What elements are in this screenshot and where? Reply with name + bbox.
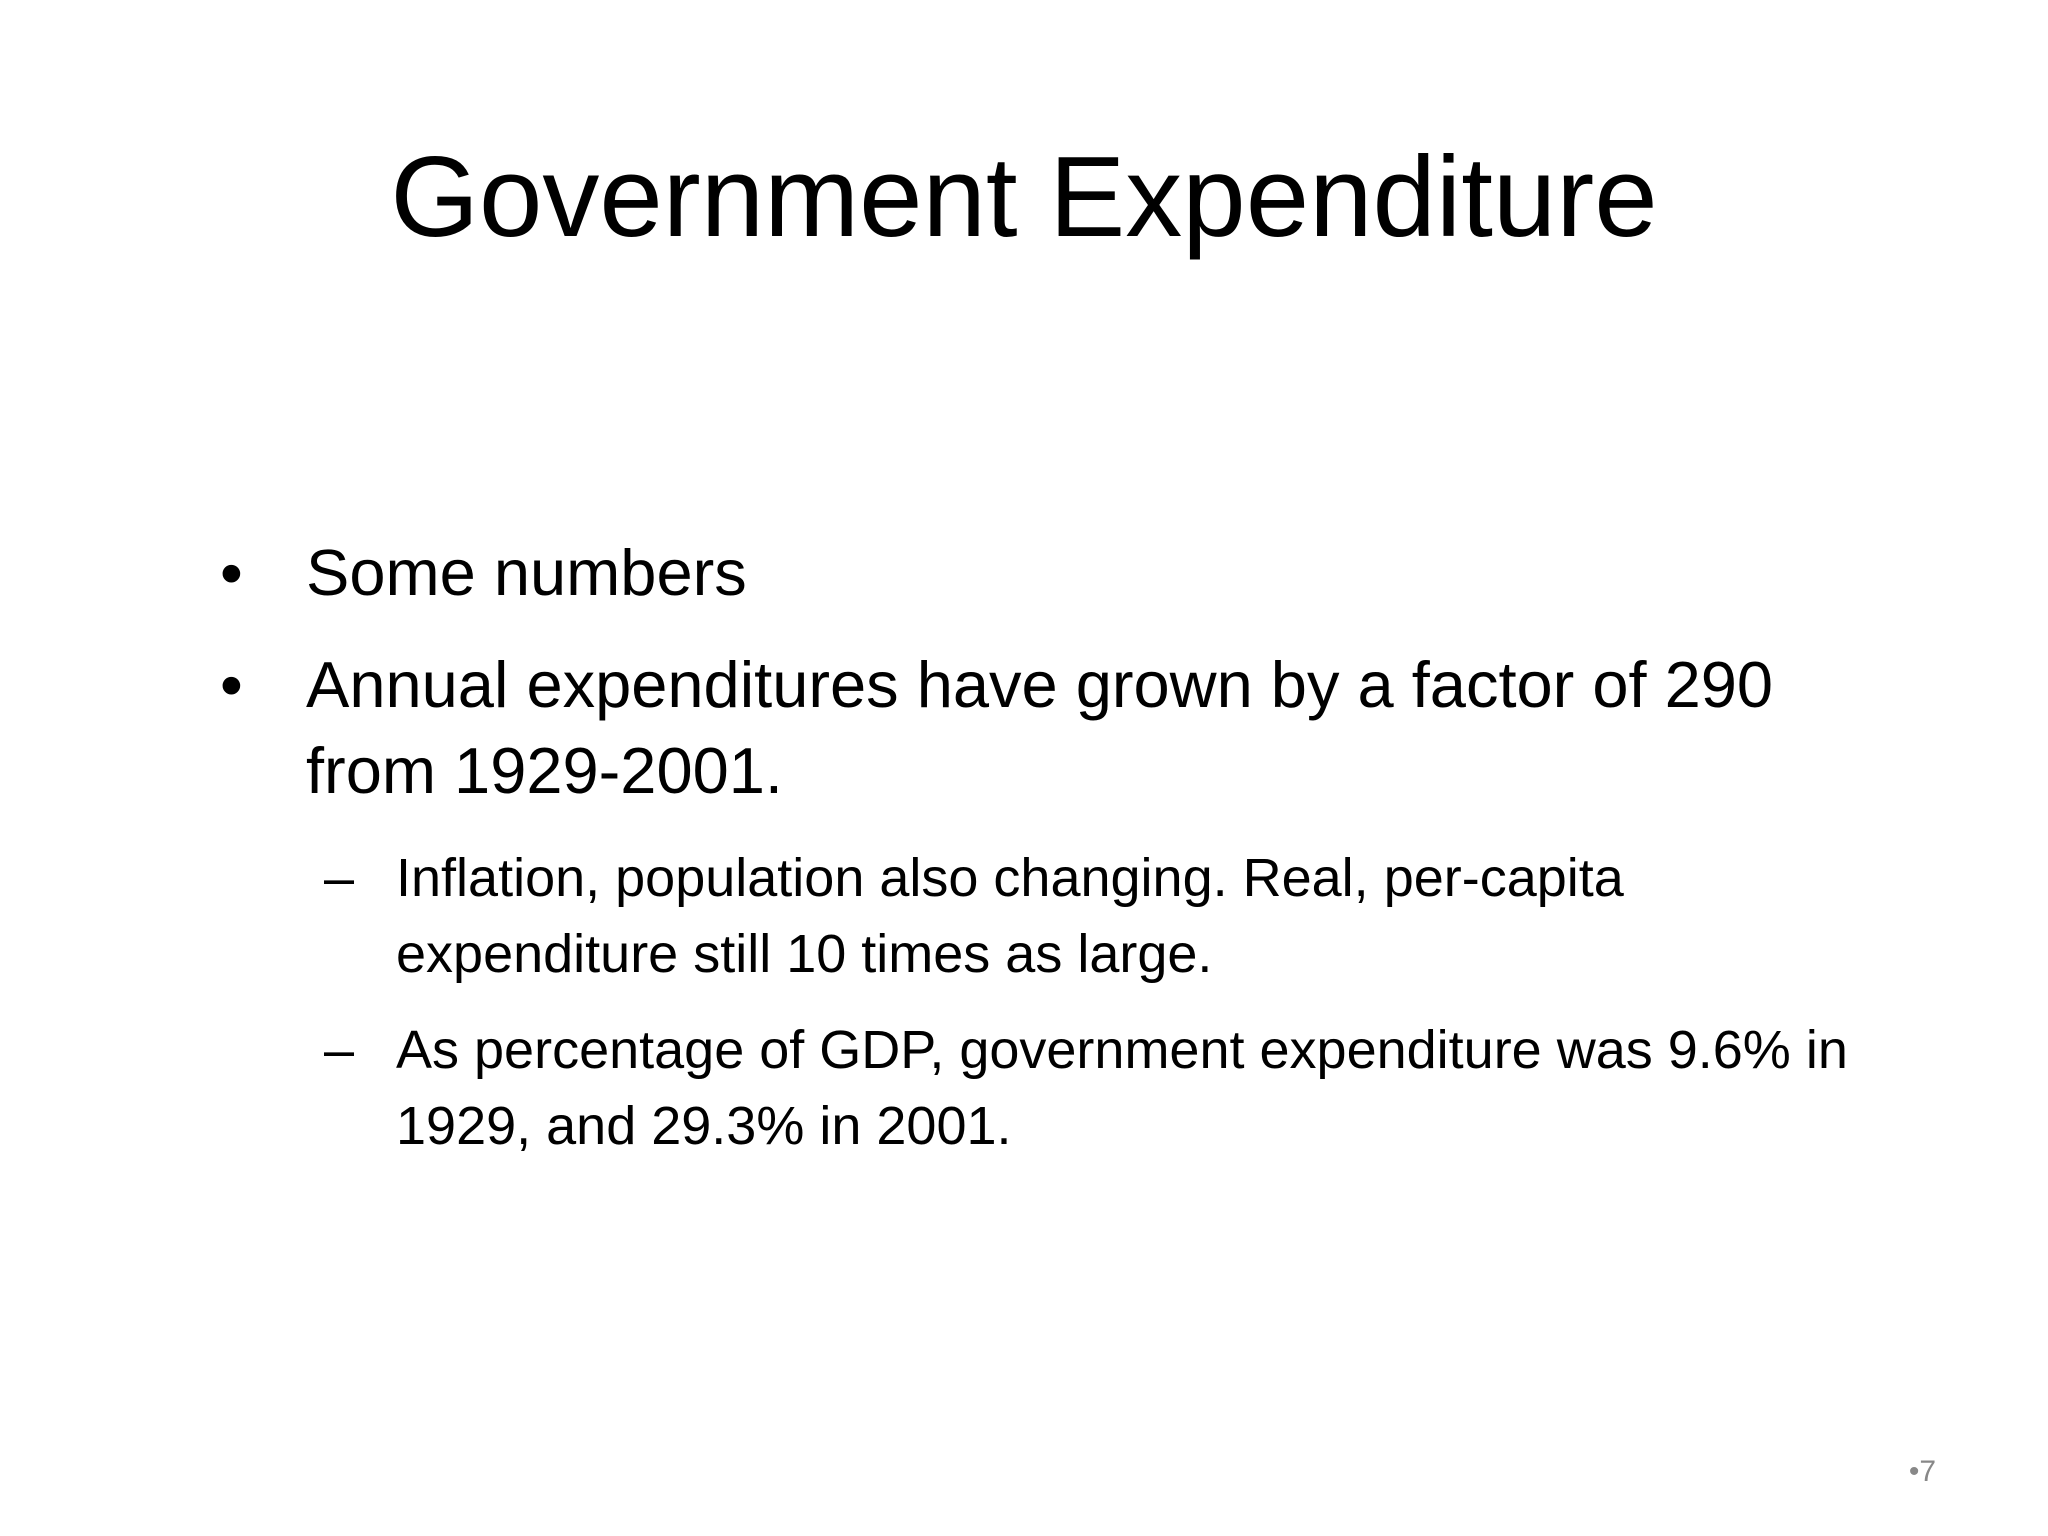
- bullet-item: • Annual expenditures have grown by a fa…: [220, 642, 1880, 814]
- bullet-text: Annual expenditures have grown by a fact…: [306, 648, 1774, 807]
- bullet-text: Some numbers: [306, 536, 747, 609]
- bullet-marker: •: [220, 536, 243, 609]
- sub-bullet-text: Inflation, population also changing. Rea…: [396, 848, 1624, 984]
- sub-bullet-marker: –: [324, 848, 355, 908]
- sub-bullet-text: As percentage of GDP, government expendi…: [396, 1020, 1848, 1156]
- sub-bullet-marker: –: [324, 1020, 355, 1080]
- slide-number: •7: [1908, 1455, 1936, 1488]
- sub-bullet-item: – As percentage of GDP, government expen…: [220, 1012, 1880, 1164]
- sub-bullet-item: – Inflation, population also changing. R…: [220, 840, 1880, 992]
- bullet-marker: •: [220, 648, 243, 721]
- slide-title: Government Expenditure: [390, 134, 1658, 261]
- bullet-item: • Some numbers: [220, 530, 1880, 616]
- slide-body: • Some numbers • Annual expenditures hav…: [220, 530, 1880, 1184]
